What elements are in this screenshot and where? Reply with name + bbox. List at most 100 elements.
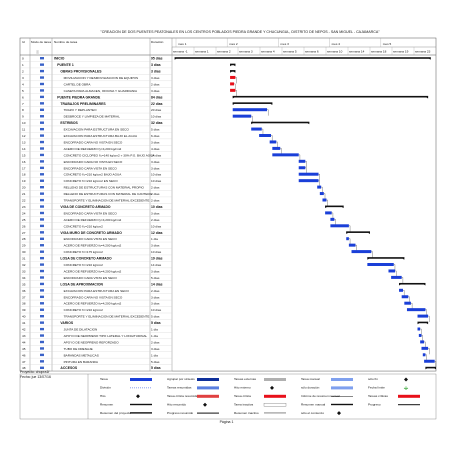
dependency-link bbox=[305, 161, 307, 168]
task-mode-icon bbox=[40, 237, 44, 240]
dependency-link bbox=[261, 128, 264, 135]
dependency-link bbox=[355, 245, 357, 252]
task-duration: 22 días bbox=[151, 102, 163, 106]
task-name: ACERO DE REFUERZO fy=4,200 kg/cm2 bbox=[64, 244, 122, 248]
week-label: semana 1 bbox=[195, 50, 209, 54]
task-mode-icon bbox=[40, 315, 44, 318]
task-duration: 2 días bbox=[151, 192, 160, 196]
task-duration: 2 días bbox=[151, 199, 160, 203]
summary-bar-cap-right bbox=[426, 95, 429, 99]
summary-bar-cap-right bbox=[426, 321, 429, 325]
task-name: LOSA DE APROXIMACION bbox=[60, 282, 103, 286]
task-mode-icon bbox=[40, 211, 44, 215]
col-header-name: Nombre de tarea bbox=[54, 40, 77, 44]
task-duration: 19 días bbox=[151, 257, 163, 261]
task-duration: 3 días bbox=[151, 76, 160, 80]
summary-bar-cap-right bbox=[402, 257, 405, 260]
task-id: 22 bbox=[22, 199, 26, 203]
task-id: 0 bbox=[22, 57, 24, 61]
task-name: ENCOFRADO CARA NO VISTA EN SECO bbox=[64, 160, 123, 164]
task-id: 41 bbox=[22, 321, 26, 325]
task-mode-icon bbox=[40, 327, 44, 331]
week-label: semana 19 bbox=[393, 50, 409, 54]
task-name: MOVILIZACION Y DESMOVILIZACION DE EQUIPO… bbox=[64, 76, 139, 80]
dependency-link bbox=[267, 109, 269, 116]
task-mode-icon bbox=[40, 121, 44, 124]
task-mode-icon bbox=[40, 198, 44, 202]
task-name: PUENTE 1 bbox=[57, 63, 74, 67]
task-id: 36 bbox=[22, 289, 26, 293]
dependency-link bbox=[424, 341, 426, 348]
task-duration: 32 días bbox=[151, 121, 163, 125]
task-id: 35 bbox=[22, 282, 26, 286]
task-name: APOYO DE NEOPRENO REFORZADO bbox=[64, 340, 120, 344]
legend-label: sólo fin bbox=[368, 377, 378, 381]
dependency-link bbox=[321, 186, 323, 194]
project-info: Proyecto: chopra1f Fecha: jue 13/07/16 bbox=[20, 370, 51, 380]
task-id: 25 bbox=[22, 218, 26, 222]
task-duration: 3 días bbox=[151, 295, 160, 299]
task-name: PINTURA EN BARANDA bbox=[64, 360, 99, 364]
task-name: VIGA DE CONCRETO ARMADO bbox=[60, 205, 111, 209]
task-duration: 14 días bbox=[151, 153, 162, 157]
task-name: CONCRETO f'c=175 kg/cm2 bbox=[64, 250, 104, 254]
task-duration: 12 días bbox=[151, 231, 163, 235]
task-bar bbox=[319, 192, 324, 196]
task-bar bbox=[422, 353, 426, 357]
task-mode-icon bbox=[40, 282, 44, 286]
task-id: 12 bbox=[22, 134, 26, 138]
dependency-link bbox=[393, 264, 396, 271]
dependency-link bbox=[326, 199, 328, 206]
task-name: CARTEL DE OBRA bbox=[64, 82, 92, 86]
legend-symbol bbox=[337, 411, 341, 416]
task-mode-icon bbox=[40, 147, 44, 150]
task-name: TRABAJOS PRELIMINARES bbox=[60, 102, 106, 106]
legend-symbol bbox=[136, 394, 140, 399]
task-name: ENCOFRADO CARA VISTA EN SECO bbox=[64, 276, 118, 280]
task-duration: 14 días bbox=[151, 282, 163, 286]
task-id: 21 bbox=[22, 192, 26, 196]
task-bar bbox=[298, 172, 319, 176]
task-name: ESTRIBOS bbox=[60, 121, 78, 125]
task-id: 4 bbox=[22, 82, 24, 86]
task-mode-icon bbox=[40, 102, 44, 105]
month-label: mes 5 bbox=[383, 42, 392, 46]
task-mode-icon bbox=[40, 173, 44, 176]
task-bar bbox=[232, 114, 252, 118]
dependency-link bbox=[276, 141, 278, 148]
legend-label: Hito resumido bbox=[167, 402, 186, 406]
summary-bar-cap-right bbox=[307, 121, 310, 125]
page-title: "CREACION DE DOS PUENTES PEATONALES EN L… bbox=[100, 30, 380, 34]
task-id: 17 bbox=[22, 166, 26, 170]
task-id: 3 bbox=[22, 76, 24, 80]
legend-symbol bbox=[404, 377, 408, 382]
month-label: mes 1 bbox=[178, 42, 187, 46]
task-name: EXCAVACION PARA ESTRUCTURA BAJO EL AGUA bbox=[64, 134, 138, 138]
critical-task-bar bbox=[230, 82, 235, 86]
task-bar bbox=[348, 243, 356, 247]
task-name: VARIOS bbox=[60, 321, 73, 325]
dependency-link bbox=[348, 238, 351, 245]
task-bar bbox=[406, 308, 426, 312]
task-name: ENCOFRADO CARA NO VISTA EN SECO bbox=[64, 140, 123, 144]
task-id: 18 bbox=[22, 173, 26, 177]
week-label: semana 5 bbox=[283, 50, 297, 54]
summary-bar-cap-right bbox=[342, 205, 344, 209]
task-duration: 5 días bbox=[151, 315, 160, 319]
legend-label: Tareas críticas bbox=[368, 394, 388, 398]
task-id: 33 bbox=[22, 269, 26, 273]
task-duration: 2 días bbox=[151, 289, 160, 293]
task-mode-icon bbox=[40, 179, 44, 182]
summary-bar-cap-right bbox=[233, 63, 236, 67]
task-mode-icon bbox=[40, 276, 44, 279]
task-name: CASETA PARA ALMACEN, OFICINA Y GUARDIANI… bbox=[64, 89, 138, 93]
task-mode-icon bbox=[40, 231, 44, 234]
task-duration: 3 días bbox=[151, 63, 161, 67]
dependency-link bbox=[305, 167, 307, 174]
task-id: 13 bbox=[22, 140, 26, 144]
legend-label: División bbox=[100, 386, 111, 390]
task-id: 26 bbox=[22, 224, 26, 228]
task-name: CONCRETO f'c=210 kg/cm2 bbox=[64, 224, 104, 228]
task-bar bbox=[259, 134, 271, 137]
task-name: ACERO DE REFUERZO fy=4,200 kg/cm2 bbox=[64, 269, 122, 273]
